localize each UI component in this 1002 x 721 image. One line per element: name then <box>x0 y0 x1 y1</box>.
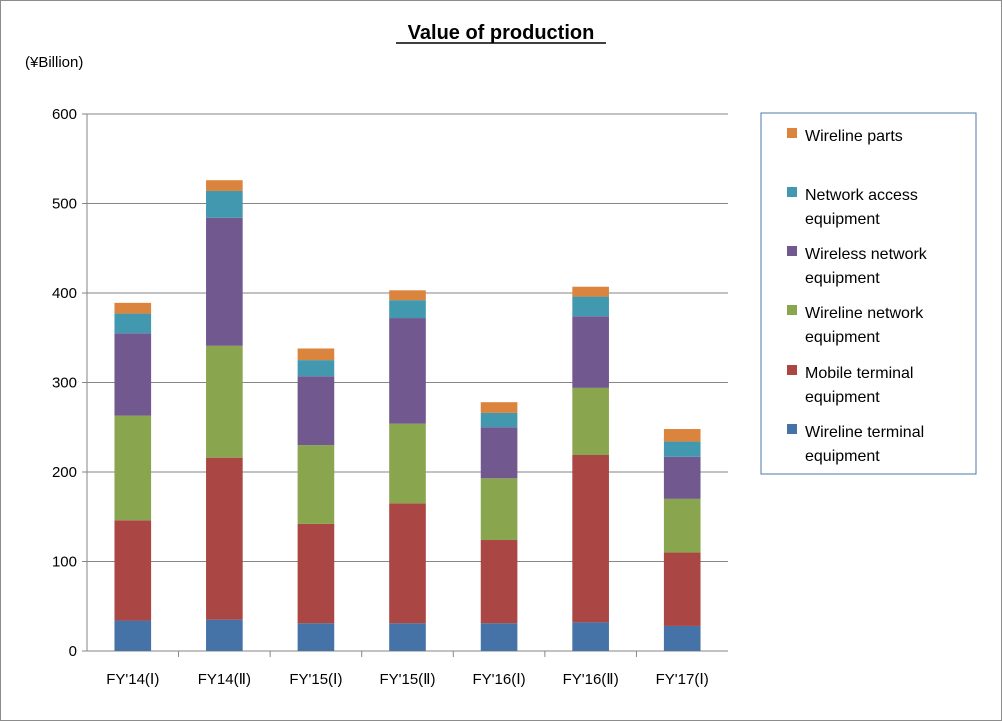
bar-segment <box>114 313 152 334</box>
bar-segment <box>572 454 609 623</box>
bar-segment <box>114 415 152 521</box>
legend-swatch <box>787 424 797 434</box>
bar-segment <box>206 457 243 620</box>
legend-swatch <box>787 305 797 315</box>
bar-segment <box>480 402 518 413</box>
legend-label: equipment <box>805 329 880 346</box>
bar-segment <box>480 478 518 541</box>
legend-label: equipment <box>805 389 880 406</box>
tick-labels: 0 100 200 300 400 500 600 FY'14(Ⅰ) FY14(Ⅱ) FY'15(… <box>52 106 709 688</box>
bar-segment <box>297 623 335 651</box>
y-tick-label: 0 <box>69 643 77 660</box>
x-tick-label: FY'16(Ⅰ) <box>473 671 526 688</box>
bar-segment <box>297 445 335 524</box>
legend-label: Network access <box>805 187 918 204</box>
bar-segment <box>206 217 243 346</box>
bar-segment <box>297 360 335 377</box>
bar-segment <box>572 286 609 297</box>
legend-label: Mobile terminal <box>805 365 913 382</box>
bar-segment <box>389 503 426 624</box>
bar-segment <box>572 296 609 317</box>
bar-segment <box>297 348 335 361</box>
bar-segment <box>206 180 243 191</box>
bar-segment <box>480 623 518 651</box>
x-tick-label: FY'14(Ⅰ) <box>106 671 159 688</box>
x-tick-label: FY'15(Ⅱ) <box>379 671 435 688</box>
bar-segment <box>114 302 152 314</box>
legend-label: equipment <box>805 270 880 287</box>
bar-segment <box>663 498 701 553</box>
legend-label: equipment <box>805 448 880 465</box>
legend-label: Wireless network <box>805 246 928 263</box>
legend-swatch <box>787 365 797 375</box>
bar-segment <box>663 429 701 442</box>
legend: Wireline parts Network access equipment Wir… <box>760 112 977 475</box>
y-tick-label: 500 <box>52 196 77 213</box>
x-tick-label: FY'16(Ⅱ) <box>563 671 619 688</box>
y-tick-label: 300 <box>52 375 77 392</box>
bar-segment <box>480 412 518 428</box>
x-tick-label: FY'17(Ⅰ) <box>656 671 709 688</box>
y-tick-label: 400 <box>52 285 77 302</box>
legend-box <box>760 112 977 475</box>
bar-segment <box>114 620 152 651</box>
bar-segment <box>389 623 426 651</box>
chart-title: Value of production <box>408 22 595 44</box>
x-tick-label: FY14(Ⅱ) <box>198 671 251 688</box>
bar-segment <box>480 540 518 624</box>
bar-segment <box>206 190 243 218</box>
bar-segment <box>389 318 426 424</box>
legend-swatch <box>787 246 797 256</box>
unit-label: (¥Billion) <box>25 54 83 71</box>
bar-segment <box>297 523 335 624</box>
legend-swatch <box>787 128 797 138</box>
bar-segment <box>663 625 701 651</box>
bar-segment <box>663 441 701 457</box>
legend-swatch <box>787 187 797 197</box>
bar-segment <box>572 316 609 388</box>
bar-segment <box>480 427 518 479</box>
bar-segment <box>206 619 243 651</box>
legend-label: equipment <box>805 211 880 228</box>
legend-label: Wireline terminal <box>805 424 924 441</box>
bar-segment <box>114 520 152 621</box>
bars <box>114 180 701 651</box>
bar-segment <box>297 376 335 446</box>
bar-segment <box>663 456 701 499</box>
bar-segment <box>572 622 609 651</box>
bar-segment <box>114 333 152 416</box>
bar-segment <box>206 345 243 458</box>
legend-label: Wireline network <box>805 305 924 322</box>
bar-segment <box>389 423 426 504</box>
y-tick-label: 200 <box>52 464 77 481</box>
bar-segment <box>572 387 609 455</box>
y-tick-label: 600 <box>52 106 77 123</box>
bar-segment <box>663 552 701 626</box>
x-tick-label: FY'15(Ⅰ) <box>289 671 342 688</box>
legend-label: Wireline parts <box>805 128 903 145</box>
bar-segment <box>389 290 426 301</box>
bar-segment <box>389 300 426 319</box>
y-tick-label: 100 <box>52 554 77 571</box>
